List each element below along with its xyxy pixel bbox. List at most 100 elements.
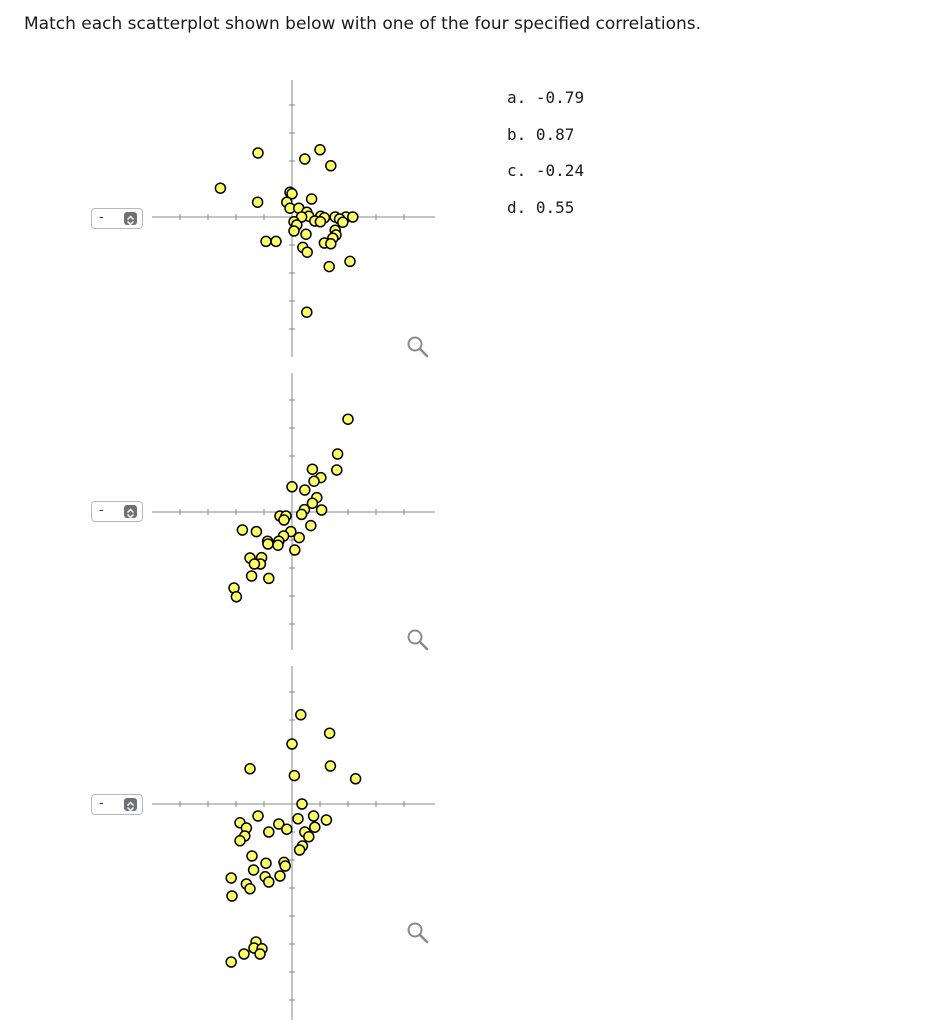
scatter-point	[252, 810, 264, 822]
scatter-point	[308, 475, 320, 487]
correlation-select-3[interactable]: -	[91, 794, 143, 815]
scatterplot-2	[152, 373, 435, 650]
scatter-point	[286, 188, 298, 200]
scatter-point	[236, 524, 249, 536]
scatter-point	[344, 255, 356, 268]
scatter-point	[325, 238, 337, 250]
scatter-point	[301, 306, 313, 318]
choice-c: c. -0.24	[507, 159, 584, 196]
scatter-point	[293, 531, 305, 544]
scatter-point	[248, 558, 261, 570]
scatter-point	[270, 235, 282, 248]
scatter-point	[273, 818, 285, 830]
scatter-point	[305, 519, 317, 532]
scatter-point	[263, 572, 275, 585]
correlation-select-1[interactable]: -	[91, 208, 143, 229]
scatter-point	[244, 763, 256, 775]
select-value: -	[99, 796, 104, 811]
scatter-point	[301, 246, 313, 258]
scatter-point	[305, 193, 318, 205]
scatter-point	[286, 738, 298, 750]
scatter-point	[325, 160, 337, 172]
scatter-point	[238, 948, 250, 960]
scatter-point	[307, 810, 320, 822]
scatter-point	[260, 235, 272, 248]
scatter-point	[323, 727, 336, 739]
choice-b: b. 0.87	[507, 123, 584, 160]
scatter-point	[288, 225, 300, 237]
scatter-point	[289, 544, 301, 556]
scatter-point	[299, 153, 311, 165]
scatter-point	[254, 948, 266, 960]
instruction-text: Match each scatterplot shown below with …	[24, 14, 702, 34]
scatter-point	[274, 870, 286, 882]
scatter-point	[246, 850, 258, 862]
up-down-arrows-icon	[124, 212, 137, 226]
choice-letter: a.	[507, 88, 527, 107]
scatter-point	[315, 504, 328, 516]
scatter-point	[247, 864, 260, 876]
choices-list: a. -0.79 b. 0.87 c. -0.24 d. 0.55	[507, 86, 584, 232]
scatter-point	[306, 497, 319, 509]
scatter-point	[296, 798, 308, 810]
scatter-point	[347, 211, 359, 223]
choice-a: a. -0.79	[507, 86, 584, 123]
scatterplot-1	[152, 80, 435, 357]
correlation-select-2[interactable]: -	[91, 501, 143, 522]
scatter-point	[303, 831, 315, 843]
scatter-point	[262, 538, 274, 550]
magnify-icon[interactable]	[405, 334, 431, 360]
choice-value: -0.24	[535, 161, 585, 180]
scatter-point	[293, 844, 306, 856]
choice-value: 0.55	[535, 197, 575, 217]
select-value: -	[99, 210, 104, 225]
scatter-point	[234, 835, 246, 847]
scatter-point	[314, 216, 327, 228]
select-value: -	[99, 503, 104, 518]
scatter-point	[250, 525, 263, 538]
scatter-point	[288, 769, 301, 782]
scatter-point	[252, 147, 264, 159]
scatter-point	[300, 228, 312, 240]
choice-value: -0.79	[535, 88, 585, 107]
scatter-point	[260, 857, 272, 869]
magnify-icon[interactable]	[405, 627, 431, 653]
scatterplot-3	[152, 666, 435, 1020]
scatter-point	[320, 814, 333, 826]
scatter-point	[323, 260, 335, 273]
scatter-point	[278, 514, 290, 526]
choice-letter: d.	[507, 197, 527, 217]
scatter-point	[331, 448, 344, 460]
scatter-point	[349, 773, 362, 785]
scatter-point	[295, 508, 308, 521]
choice-d: d. 0.55	[507, 196, 584, 233]
scatter-point	[263, 876, 275, 888]
scatter-point	[299, 484, 311, 496]
scatter-point	[314, 144, 326, 156]
scatter-point	[226, 890, 238, 902]
up-down-arrows-icon	[124, 798, 137, 812]
scatter-point	[324, 760, 337, 772]
magnify-icon[interactable]	[405, 920, 431, 946]
scatter-point	[245, 570, 258, 582]
scatter-point	[331, 464, 343, 476]
choice-value: 0.87	[535, 124, 575, 144]
choice-letter: c.	[507, 161, 527, 180]
scatter-point	[230, 591, 243, 603]
scatter-point	[292, 813, 304, 825]
scatter-point	[263, 826, 275, 838]
scatter-point	[295, 709, 307, 721]
scatter-point	[286, 481, 298, 493]
choice-letter: b.	[507, 124, 527, 144]
scatter-point	[244, 883, 256, 895]
scatter-point	[225, 956, 237, 968]
scatter-point	[214, 182, 227, 194]
scatter-point	[279, 860, 291, 872]
scatter-point	[272, 539, 284, 551]
scatter-point	[337, 216, 349, 228]
scatter-point	[251, 196, 264, 208]
up-down-arrows-icon	[124, 505, 137, 519]
scatter-point	[342, 413, 354, 425]
scatter-point	[309, 821, 321, 833]
scatter-point	[225, 872, 237, 884]
